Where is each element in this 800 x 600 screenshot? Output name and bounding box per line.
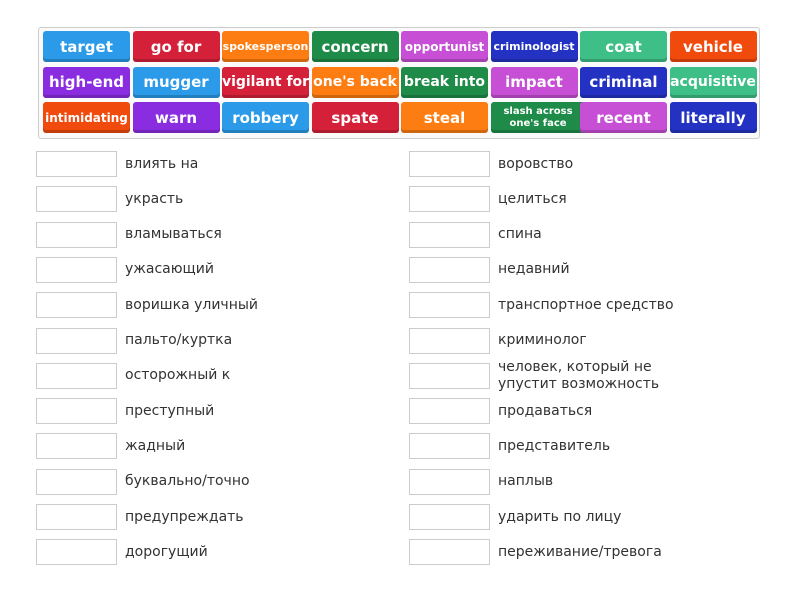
word-tile[interactable]: warn xyxy=(132,102,220,133)
definition-label: вламываться xyxy=(125,226,222,243)
drop-zone[interactable] xyxy=(36,433,117,460)
drop-zone[interactable] xyxy=(409,539,490,566)
drop-zone[interactable] xyxy=(36,398,117,425)
definition-label: осторожный к xyxy=(125,367,231,384)
match-row: ударить по лицу xyxy=(409,504,621,530)
definition-label: продаваться xyxy=(498,402,593,419)
definition-label: воровство xyxy=(498,155,574,172)
match-row: воровство xyxy=(409,151,573,177)
word-tile[interactable]: break into xyxy=(401,66,488,98)
drop-zone[interactable] xyxy=(409,504,490,530)
drop-zone[interactable] xyxy=(36,256,117,283)
drop-zone[interactable] xyxy=(409,292,490,319)
definition-label: буквально/точно xyxy=(125,473,250,490)
match-row: преступный xyxy=(36,398,215,425)
match-row: представитель xyxy=(409,433,611,460)
word-tile[interactable]: coat xyxy=(580,31,667,62)
match-row: жадный xyxy=(36,433,186,460)
drop-zone[interactable] xyxy=(409,433,490,460)
word-tile[interactable]: go for xyxy=(132,31,220,62)
drop-zone[interactable] xyxy=(409,362,490,389)
definition-label: целиться xyxy=(498,190,567,207)
match-row: воришка уличный xyxy=(36,292,259,319)
drop-zone[interactable] xyxy=(36,468,117,495)
match-row: целиться xyxy=(409,186,567,213)
word-tile[interactable]: literally xyxy=(669,102,757,133)
match-row: предупреждать xyxy=(36,504,244,530)
drop-zone[interactable] xyxy=(36,327,117,354)
drop-zone[interactable] xyxy=(409,256,490,283)
word-tile[interactable]: criminologist xyxy=(490,31,578,62)
definition-label: воришка уличный xyxy=(125,296,259,313)
match-row: недавний xyxy=(409,256,570,283)
match-row: человек, который не упустит возможность xyxy=(409,359,698,392)
match-row: дорогущий xyxy=(36,539,208,566)
match-row: ужасающий xyxy=(36,256,214,283)
word-tile[interactable]: intimidating xyxy=(43,102,130,133)
word-tile[interactable]: acquisitive xyxy=(669,66,757,98)
drop-zone[interactable] xyxy=(409,398,490,425)
drop-zone[interactable] xyxy=(36,362,117,389)
definition-label: украсть xyxy=(125,190,184,207)
definition-label: ударить по лицу xyxy=(498,508,622,525)
match-row: криминолог xyxy=(409,327,587,354)
word-tile[interactable]: vigilant for xyxy=(222,66,309,98)
drop-zone[interactable] xyxy=(36,292,117,319)
drop-zone[interactable] xyxy=(409,327,490,354)
definition-label: предупреждать xyxy=(125,508,244,525)
word-tile[interactable]: opportunist xyxy=(401,31,488,62)
word-tile[interactable]: recent xyxy=(580,102,667,133)
word-tile[interactable]: target xyxy=(43,31,130,62)
word-tile[interactable]: impact xyxy=(490,66,578,98)
match-row: буквально/точно xyxy=(36,468,250,495)
match-row: влиять на xyxy=(36,151,198,177)
word-tile[interactable]: criminal xyxy=(580,66,667,98)
word-tile[interactable]: concern xyxy=(311,31,399,62)
definition-label: переживание/тревога xyxy=(498,543,662,560)
word-tile[interactable]: spate xyxy=(311,102,399,133)
match-row: спина xyxy=(409,221,542,248)
drop-zone[interactable] xyxy=(409,221,490,248)
drop-zone[interactable] xyxy=(36,186,117,213)
match-row: переживание/тревога xyxy=(409,539,662,566)
drop-zone[interactable] xyxy=(36,221,117,248)
drop-zone[interactable] xyxy=(409,186,490,213)
definition-label: недавний xyxy=(498,261,570,278)
word-tile[interactable]: spokesperson xyxy=(222,31,309,62)
drop-zone[interactable] xyxy=(36,504,117,530)
word-tile[interactable]: steal xyxy=(401,102,488,133)
match-row: украсть xyxy=(36,186,184,213)
definition-label: наплыв xyxy=(498,473,554,490)
word-tile[interactable]: slash across one's face xyxy=(490,102,586,133)
drop-zone[interactable] xyxy=(36,151,117,177)
drop-zone[interactable] xyxy=(409,468,490,495)
word-tile[interactable]: high-end xyxy=(43,66,130,98)
word-bank: target go for spokesperson concern opportuni… xyxy=(38,27,760,139)
definition-label: преступный xyxy=(125,402,215,419)
word-tile[interactable]: robbery xyxy=(222,102,309,133)
definition-label: дорогущий xyxy=(125,543,208,560)
definition-label: ужасающий xyxy=(125,261,214,278)
match-row: пальто/куртка xyxy=(36,327,233,354)
word-tile[interactable]: mugger xyxy=(132,66,220,98)
definition-label: жадный xyxy=(125,437,186,454)
definition-label: спина xyxy=(498,226,542,243)
definition-label: пальто/куртка xyxy=(125,332,233,348)
drop-zone[interactable] xyxy=(36,539,117,566)
word-tile[interactable]: one's back xyxy=(311,66,399,98)
match-row: транспортное средство xyxy=(409,292,674,319)
definition-label: транспортное средство xyxy=(498,296,674,313)
match-row: продаваться xyxy=(409,398,593,425)
match-row: вламываться xyxy=(36,221,222,248)
definition-label: человек, который не упустит возможность xyxy=(498,358,660,392)
word-tile[interactable]: vehicle xyxy=(669,31,757,62)
match-row: осторожный к xyxy=(36,362,231,389)
definition-label: влиять на xyxy=(125,155,199,172)
definition-label: криминолог xyxy=(498,332,587,348)
definition-label: представитель xyxy=(498,437,611,454)
drop-zone[interactable] xyxy=(409,151,490,177)
match-row: наплыв xyxy=(409,468,554,495)
